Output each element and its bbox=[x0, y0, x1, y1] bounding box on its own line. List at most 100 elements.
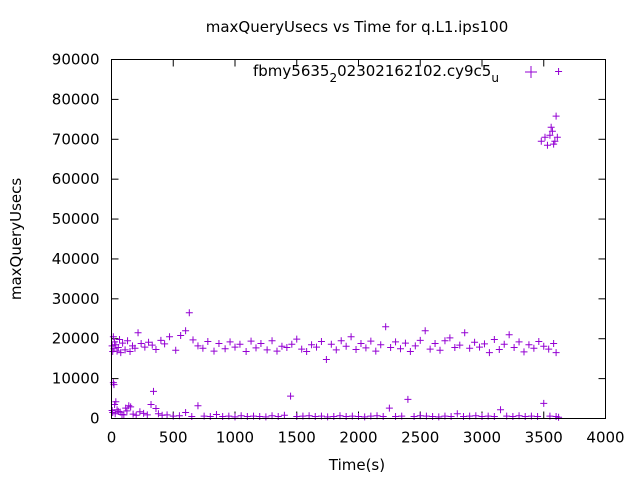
data-points bbox=[108, 67, 563, 421]
data-point bbox=[446, 334, 454, 342]
data-point bbox=[406, 347, 414, 355]
data-point bbox=[134, 329, 142, 337]
data-point bbox=[247, 337, 255, 345]
data-point bbox=[367, 337, 375, 345]
data-point bbox=[273, 347, 281, 355]
data-point bbox=[236, 340, 244, 348]
legend-label: fbmy5635202302162102.cy9c5u bbox=[253, 62, 499, 85]
data-point bbox=[317, 338, 325, 346]
data-point bbox=[123, 407, 131, 415]
x-tick-label: 3000 bbox=[463, 429, 501, 447]
x-tick-label: 4000 bbox=[586, 429, 624, 447]
y-tick-label: 60000 bbox=[52, 170, 100, 188]
data-point bbox=[154, 410, 162, 418]
y-tick-label: 80000 bbox=[52, 90, 100, 108]
data-point bbox=[485, 349, 493, 357]
data-point bbox=[537, 137, 545, 145]
y-tick-label: 30000 bbox=[52, 290, 100, 308]
data-point bbox=[189, 336, 197, 344]
y-tick-label: 70000 bbox=[52, 130, 100, 148]
data-point bbox=[127, 403, 135, 411]
data-point bbox=[453, 410, 461, 418]
data-point bbox=[401, 339, 409, 347]
data-point bbox=[396, 345, 404, 353]
data-point bbox=[540, 342, 548, 350]
data-point bbox=[114, 343, 122, 351]
data-point bbox=[257, 340, 265, 348]
y-tick-label: 0 bbox=[90, 410, 100, 428]
data-point bbox=[278, 342, 286, 350]
data-point bbox=[515, 338, 523, 346]
data-point bbox=[140, 409, 148, 417]
x-tick-label: 500 bbox=[159, 429, 188, 447]
plot-frame bbox=[111, 59, 606, 419]
data-point bbox=[194, 342, 202, 350]
data-point bbox=[535, 338, 543, 346]
data-point bbox=[377, 341, 385, 349]
x-axis-label: Time(s) bbox=[328, 456, 385, 474]
data-point bbox=[421, 327, 429, 335]
data-point bbox=[121, 346, 129, 354]
x-tick-label: 1500 bbox=[278, 429, 316, 447]
data-point bbox=[362, 344, 370, 352]
data-point bbox=[551, 137, 559, 145]
data-point bbox=[145, 338, 153, 346]
data-point bbox=[126, 347, 134, 355]
data-point bbox=[550, 340, 558, 348]
x-tick-label: 2500 bbox=[401, 429, 439, 447]
data-point bbox=[263, 346, 271, 354]
data-point bbox=[132, 411, 140, 419]
data-point bbox=[545, 345, 553, 353]
data-point bbox=[500, 340, 508, 348]
data-point bbox=[152, 345, 160, 353]
data-point bbox=[540, 399, 548, 407]
data-point bbox=[147, 401, 155, 409]
data-point bbox=[131, 344, 139, 352]
data-point bbox=[116, 336, 124, 344]
data-point bbox=[342, 342, 350, 350]
data-point bbox=[352, 345, 360, 353]
data-point bbox=[436, 346, 444, 354]
data-point bbox=[303, 347, 311, 355]
data-point bbox=[324, 413, 332, 421]
x-tick-label: 0 bbox=[107, 429, 117, 447]
data-point bbox=[382, 323, 390, 331]
data-point bbox=[505, 331, 513, 339]
y-tick-label: 50000 bbox=[52, 210, 100, 228]
data-point bbox=[117, 349, 125, 357]
data-point bbox=[357, 340, 365, 348]
data-point bbox=[552, 112, 560, 120]
data-point bbox=[212, 411, 220, 419]
data-point bbox=[226, 338, 234, 346]
data-point bbox=[451, 343, 459, 351]
chart-title: maxQueryUsecs vs Time for q.L1.ips100 bbox=[206, 18, 509, 36]
data-point bbox=[161, 340, 169, 348]
data-point bbox=[148, 341, 156, 349]
data-point bbox=[546, 131, 554, 139]
data-point bbox=[347, 333, 355, 341]
y-axis-label: maxQueryUsecs bbox=[7, 178, 25, 301]
y-tick-label: 40000 bbox=[52, 250, 100, 268]
data-point bbox=[163, 411, 171, 419]
data-point bbox=[308, 341, 316, 349]
data-point bbox=[480, 340, 488, 348]
data-point bbox=[149, 387, 157, 395]
data-point bbox=[497, 406, 505, 414]
data-point bbox=[157, 336, 165, 344]
data-point bbox=[411, 342, 419, 350]
data-point bbox=[112, 398, 120, 406]
data-point bbox=[137, 340, 145, 348]
data-point bbox=[547, 123, 555, 131]
x-tick-label: 2000 bbox=[339, 429, 377, 447]
data-point bbox=[252, 344, 260, 352]
data-point bbox=[210, 347, 218, 355]
data-point bbox=[541, 133, 549, 141]
data-point bbox=[182, 327, 190, 335]
data-point bbox=[288, 340, 296, 348]
data-point bbox=[543, 141, 551, 149]
y-tick-label: 90000 bbox=[52, 51, 100, 69]
data-point bbox=[268, 337, 276, 345]
data-point bbox=[372, 347, 380, 355]
data-point bbox=[392, 338, 400, 346]
